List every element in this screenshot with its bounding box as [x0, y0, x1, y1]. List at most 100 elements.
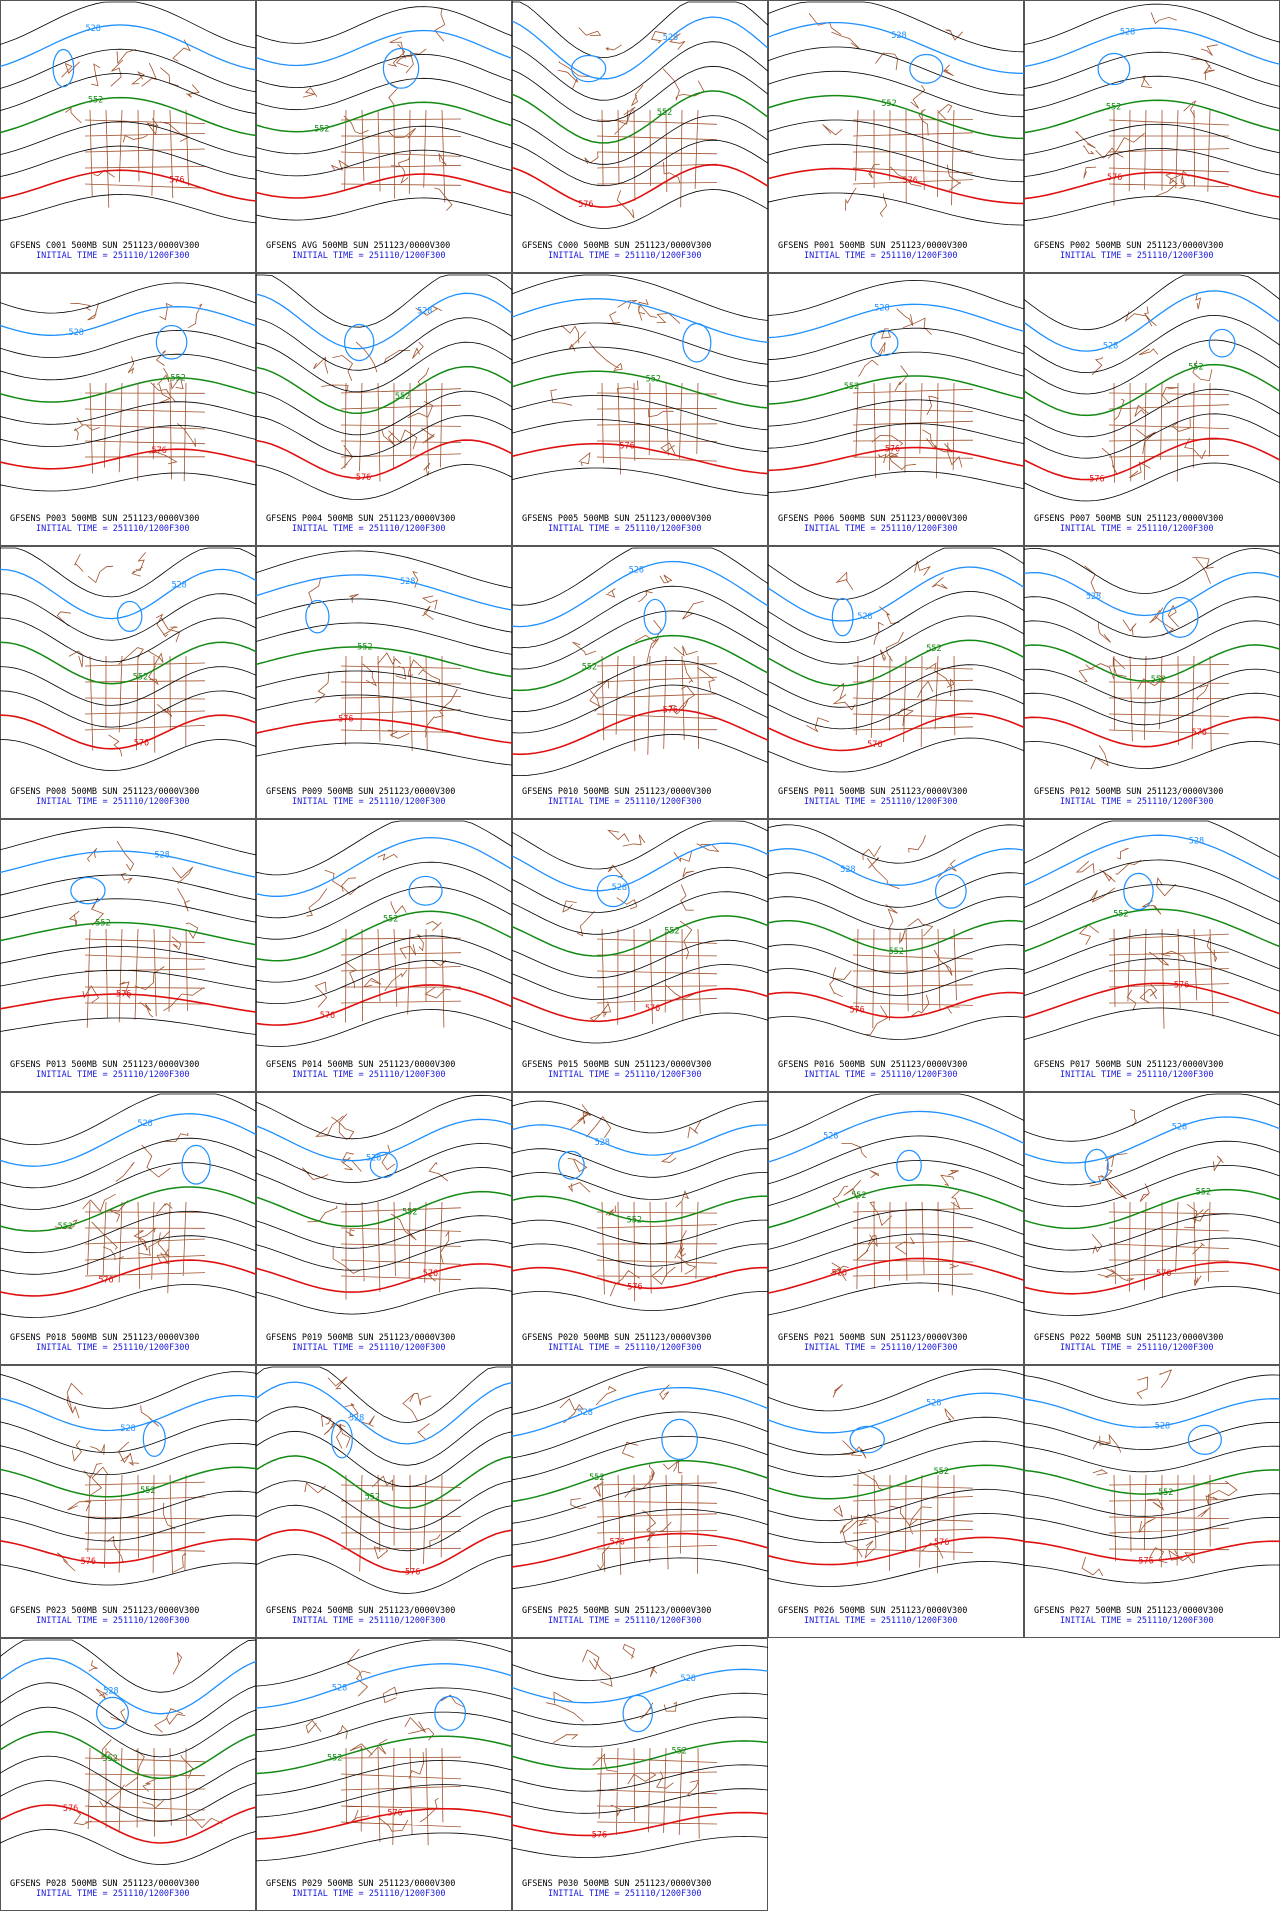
contour-line: [1023, 290, 1280, 352]
contour-line: [511, 65, 769, 122]
map-panel: 528 552 576 GFSENS P018 500MB SUN 251123/00…: [0, 1092, 257, 1365]
contour-line: [255, 1381, 513, 1445]
contour-line: [767, 192, 1025, 226]
contour-line: [1023, 1445, 1280, 1473]
contour-line: [767, 1536, 1025, 1566]
contour-line: [255, 1094, 513, 1140]
contour-line: [1023, 692, 1280, 726]
map-outline: [304, 1376, 462, 1572]
contour-line: [511, 939, 769, 979]
contour-label: 528: [154, 851, 169, 861]
contour-line: [767, 1159, 1025, 1207]
contour-line: [767, 590, 1025, 644]
contour-line: [511, 684, 769, 734]
closed-low: [596, 874, 630, 908]
map-panel: 528 552 576 GFSENS P028 500MB SUN 251123/00…: [0, 1638, 257, 1911]
contour-line: [0, 1137, 257, 1189]
contour-line: [255, 197, 513, 221]
initial-time: INITIAL TIME = 251110/1200F300: [804, 524, 958, 534]
contour-label: 552: [589, 1473, 604, 1483]
initial-time: INITIAL TIME = 251110/1200F300: [292, 1070, 446, 1080]
map-panel: 528 552 576 GFSENS P012 500MB SUN 251123/00…: [1023, 546, 1280, 819]
contour-line: [1023, 958, 1280, 996]
contour-label: 576: [1089, 474, 1104, 484]
initial-time: INITIAL TIME = 251110/1200F300: [36, 524, 190, 534]
contour-line: [0, 1, 257, 49]
initial-time: INITIAL TIME = 251110/1200F300: [292, 524, 446, 534]
contour-line: [255, 935, 513, 983]
map-panel: 528 552 576 GFSENS P020 500MB SUN 251123/00…: [511, 1092, 769, 1365]
contour-line: [1023, 596, 1280, 638]
contour-label: 576: [1138, 1556, 1153, 1566]
map-outline: [1091, 293, 1230, 483]
contour-line: [511, 395, 769, 431]
contour-line: [511, 1148, 769, 1178]
contour-line: [1023, 1564, 1280, 1584]
contour-line: [0, 1284, 257, 1318]
contour-line: [255, 1239, 513, 1271]
contour-label: 552: [103, 1754, 118, 1764]
contour-line: [255, 1008, 513, 1047]
map-panel: 528 552 576 GFSENS P010 500MB SUN 251123/00…: [511, 546, 769, 819]
panel-border: [1024, 273, 1280, 546]
contour-line: [1023, 547, 1280, 595]
contour-line: [1023, 1516, 1280, 1540]
contour-line: [767, 143, 1025, 183]
closed-low: [622, 1694, 654, 1733]
contour-line: [1023, 1286, 1280, 1317]
contour-label: 528: [840, 865, 855, 875]
contour-line: [1023, 148, 1280, 177]
contour-line: [511, 547, 769, 606]
closed-low: [896, 1149, 922, 1182]
contour-line: [0, 353, 257, 381]
contour-label: 552: [1113, 910, 1128, 920]
contour-line: [767, 872, 1025, 908]
contour-line: [767, 1440, 1025, 1478]
contour-label: 552: [365, 1492, 380, 1502]
contour-line: [1023, 1493, 1280, 1517]
contour-label: 576: [151, 446, 166, 456]
contour-line: [511, 1243, 768, 1267]
contour-line: [511, 189, 769, 229]
contour-line: [0, 874, 257, 901]
map-outline: [308, 570, 462, 751]
contour-line: [511, 1557, 769, 1590]
contour-line: [0, 1828, 257, 1866]
contour-label: 576: [98, 1276, 113, 1286]
contour-line: [511, 1195, 768, 1223]
contour-label: 576: [849, 1005, 864, 1015]
contour-line: [1023, 933, 1280, 974]
contour-line: [511, 1484, 769, 1524]
contour-label: 552: [1158, 1488, 1173, 1498]
contour-line: [1023, 1469, 1280, 1495]
contour-line: [255, 1190, 513, 1228]
contour-line: [511, 1811, 769, 1837]
contour-label: 528: [891, 31, 906, 41]
contour-label: 552: [383, 915, 398, 925]
panel-border: [1024, 1365, 1280, 1638]
map-outline: [1074, 12, 1230, 206]
closed-low: [434, 1695, 466, 1731]
closed-low: [142, 1420, 166, 1458]
contour-line: [255, 1735, 513, 1775]
contour-line: [1023, 1140, 1280, 1186]
map-panel: 528 552 576 GFSENS P015 500MB SUN 251123/00…: [511, 819, 769, 1092]
contour-label: 576: [81, 1557, 96, 1567]
panel-title: GFSENS P021 500MB SUN 251123/0000V300: [778, 1333, 967, 1343]
panel-title: GFSENS P023 500MB SUN 251123/0000V300: [10, 1606, 199, 1616]
contour-line: [767, 1135, 1025, 1185]
contour-line: [511, 610, 769, 670]
panel-title: GFSENS P019 500MB SUN 251123/0000V300: [266, 1333, 455, 1343]
contour-label: 576: [663, 705, 678, 715]
panel-title: GFSENS P009 500MB SUN 251123/0000V300: [266, 787, 455, 797]
contour-label: 576: [832, 1268, 847, 1278]
contour-line: [255, 1366, 512, 1424]
contour-line: [255, 317, 513, 371]
contour-line: [767, 919, 1025, 953]
map-outline: [832, 1384, 974, 1574]
map-panel: 528 552 576 GFSENS P026 500MB SUN 251123/00…: [767, 1365, 1025, 1638]
panel-title: GFSENS C001 500MB SUN 251123/0000V300: [10, 241, 199, 251]
contour-line: [1023, 1540, 1280, 1562]
contour-line: [1023, 3, 1280, 45]
